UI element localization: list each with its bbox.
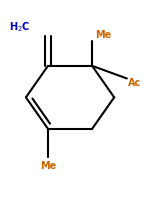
Text: Ac: Ac: [128, 77, 142, 87]
Text: Me: Me: [40, 161, 56, 170]
Text: H$_2$C: H$_2$C: [9, 20, 30, 34]
Text: Me: Me: [95, 30, 111, 40]
